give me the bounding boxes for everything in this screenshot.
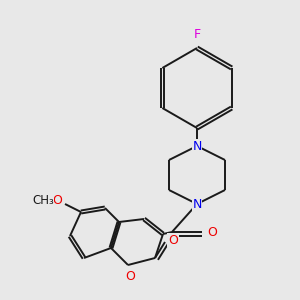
- Text: O: O: [125, 271, 135, 284]
- Text: F: F: [194, 28, 201, 41]
- Text: O: O: [207, 226, 217, 238]
- Text: CH₃: CH₃: [32, 194, 54, 206]
- Text: O: O: [52, 194, 62, 206]
- Text: N: N: [192, 197, 202, 211]
- Text: O: O: [168, 233, 178, 247]
- Text: N: N: [192, 140, 202, 152]
